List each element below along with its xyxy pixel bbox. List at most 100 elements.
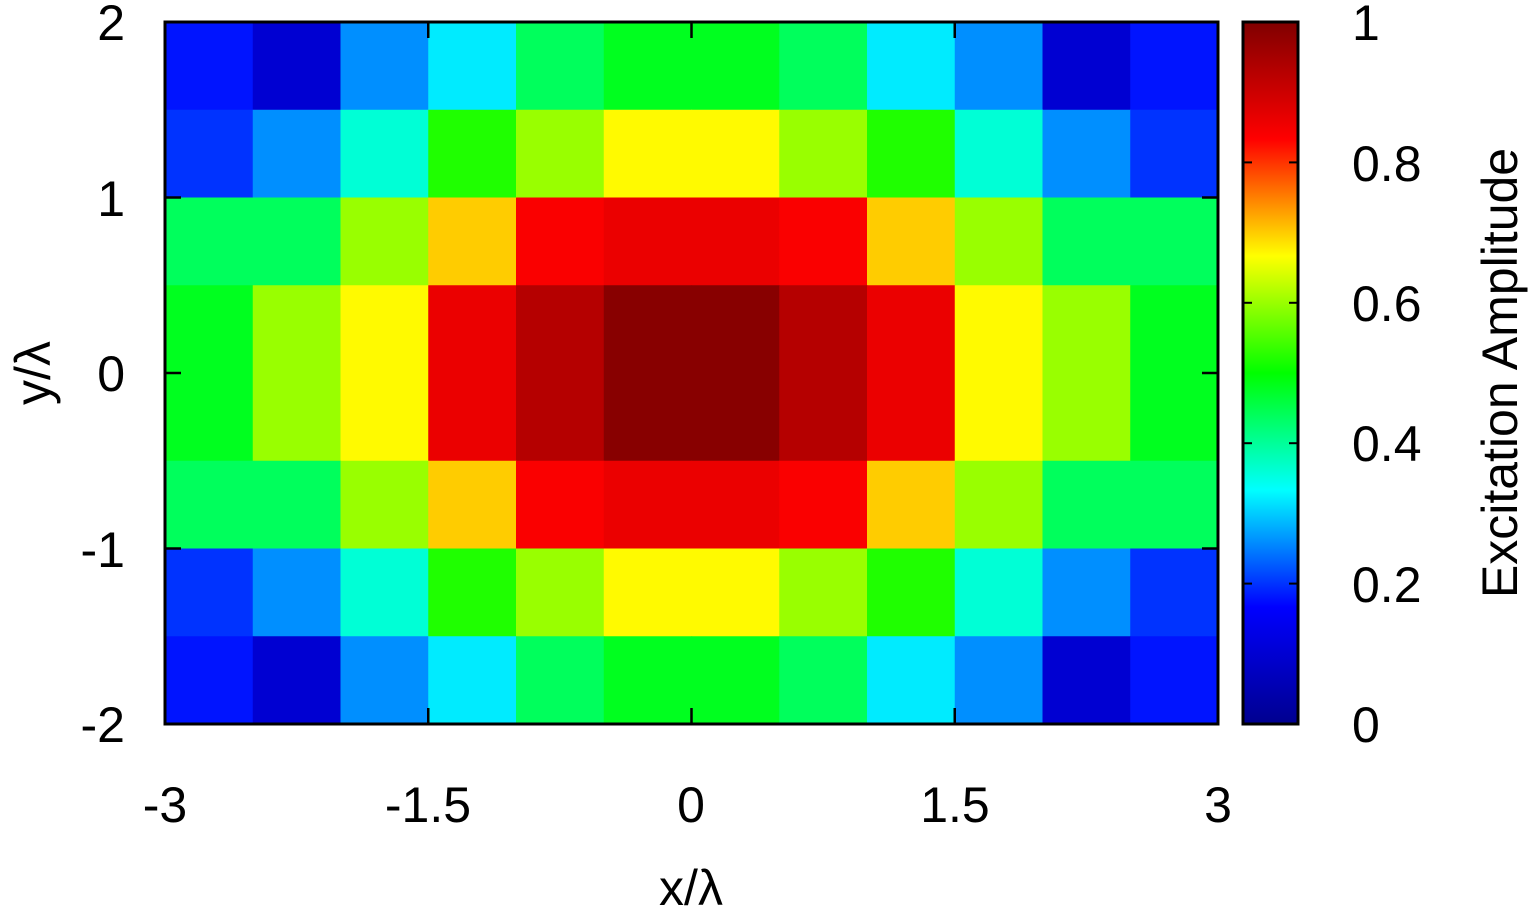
heatmap-cell bbox=[165, 373, 254, 462]
colorbar bbox=[1243, 22, 1298, 724]
y-tick-label: 0 bbox=[97, 346, 125, 402]
colorbar-tick-label: 0.2 bbox=[1352, 557, 1422, 613]
x-tick-label: 3 bbox=[1204, 777, 1232, 833]
x-axis-label: x/λ bbox=[659, 860, 723, 916]
heatmap-cell bbox=[1130, 109, 1219, 199]
heatmap-cell bbox=[954, 285, 1044, 374]
heatmap-cell bbox=[691, 22, 780, 111]
colorbar-tick-label: 1 bbox=[1352, 0, 1380, 51]
heatmap-cell bbox=[252, 197, 342, 286]
heatmap-cell bbox=[954, 373, 1044, 462]
heatmap-cell bbox=[165, 197, 254, 286]
colorbar-tick-labels: 1 0.8 0.6 0.4 0.2 0 bbox=[1352, 0, 1422, 753]
colorbar-label: Excitation Amplitude bbox=[1472, 148, 1528, 598]
heatmap-cell bbox=[165, 636, 254, 725]
heatmap-cell bbox=[516, 460, 605, 550]
heatmap-cell bbox=[1042, 197, 1131, 286]
heatmap-cell bbox=[603, 636, 693, 725]
heatmap-cell bbox=[428, 460, 517, 550]
y-tick-label: 2 bbox=[97, 0, 125, 51]
heatmap-cell bbox=[867, 636, 956, 725]
heatmap-cell bbox=[867, 285, 956, 374]
heatmap-cell bbox=[1042, 548, 1131, 637]
heatmap-cell bbox=[1130, 373, 1219, 462]
heatmap-cell bbox=[340, 197, 429, 286]
heatmap-cell bbox=[1130, 285, 1219, 374]
x-tick-label: -1.5 bbox=[385, 777, 471, 833]
plot-frame bbox=[163, 20, 1220, 726]
colorbar-frame bbox=[1241, 20, 1300, 726]
y-tick-label: -1 bbox=[81, 522, 125, 578]
heatmap-cell bbox=[603, 548, 693, 637]
heatmap-cell bbox=[779, 197, 868, 286]
heatmap-cell bbox=[252, 548, 342, 637]
heatmap-cell bbox=[779, 285, 868, 374]
heatmap-cell bbox=[428, 636, 517, 725]
heatmap-cell bbox=[867, 460, 956, 550]
heatmap-cell bbox=[603, 109, 693, 199]
heatmap-cell bbox=[1042, 285, 1131, 374]
heatmap-cell bbox=[779, 373, 868, 462]
heatmap-cell bbox=[516, 109, 605, 199]
heatmap-cell bbox=[779, 109, 868, 199]
y-axis-label: y/λ bbox=[5, 341, 61, 405]
heatmap-cell bbox=[691, 460, 780, 550]
heatmap-cell bbox=[1042, 109, 1131, 199]
heatmap-cell bbox=[691, 109, 780, 199]
y-tick-labels: 2 1 0 -1 -2 bbox=[81, 0, 125, 753]
heatmap-cell bbox=[165, 109, 254, 199]
heatmap-cell bbox=[252, 636, 342, 725]
heatmap-cell bbox=[165, 285, 254, 374]
heatmap-cell bbox=[340, 22, 429, 111]
heatmap-cell bbox=[165, 460, 254, 550]
heatmap-cell bbox=[252, 373, 342, 462]
heatmap-cell bbox=[954, 109, 1044, 199]
heatmap-cell bbox=[428, 548, 517, 637]
heatmap-cell bbox=[252, 22, 342, 111]
heatmap-cell bbox=[867, 373, 956, 462]
heatmap-cell bbox=[779, 548, 868, 637]
heatmap-cell bbox=[1042, 460, 1131, 550]
heatmap-cell bbox=[516, 22, 605, 111]
colorbar-tick-label: 0.4 bbox=[1352, 416, 1422, 472]
heatmap-cell bbox=[252, 285, 342, 374]
x-tick-label: -3 bbox=[143, 777, 187, 833]
heatmap-cell bbox=[340, 373, 429, 462]
heatmap-cell bbox=[603, 373, 693, 462]
heatmap-cell bbox=[867, 22, 956, 111]
heatmap-cell bbox=[867, 548, 956, 637]
heatmap-cell bbox=[516, 197, 605, 286]
heatmap-cell bbox=[516, 548, 605, 637]
heatmap-cell bbox=[428, 109, 517, 199]
heatmap-cell bbox=[428, 373, 517, 462]
x-tick-labels: -3 -1.5 0 1.5 3 bbox=[143, 777, 1232, 833]
heatmap-cells bbox=[165, 22, 1219, 725]
y-tick-label: -2 bbox=[81, 697, 125, 753]
heatmap-cell bbox=[428, 285, 517, 374]
heatmap-cell bbox=[340, 548, 429, 637]
heatmap-cell bbox=[691, 285, 780, 374]
heatmap-cell bbox=[603, 197, 693, 286]
heatmap-cell bbox=[340, 460, 429, 550]
heatmap-cell bbox=[691, 548, 780, 637]
y-tick-label: 1 bbox=[97, 171, 125, 227]
heatmap-cell bbox=[954, 636, 1044, 725]
colorbar-tick-label: 0.8 bbox=[1352, 136, 1422, 192]
heatmap-cell bbox=[954, 22, 1044, 111]
heatmap-cell bbox=[603, 460, 693, 550]
heatmap-cell bbox=[252, 460, 342, 550]
x-tick-label: 0 bbox=[677, 777, 705, 833]
heatmap-cell bbox=[779, 22, 868, 111]
heatmap-cell bbox=[691, 197, 780, 286]
heatmap-cell bbox=[691, 373, 780, 462]
heatmap-cell bbox=[954, 197, 1044, 286]
heatmap-cell bbox=[340, 109, 429, 199]
heatmap-cell bbox=[1130, 460, 1219, 550]
heatmap-cell bbox=[1130, 548, 1219, 637]
heatmap-cell bbox=[867, 197, 956, 286]
heatmap-cell bbox=[779, 460, 868, 550]
heatmap-cell bbox=[1042, 373, 1131, 462]
heatmap-cell bbox=[516, 373, 605, 462]
heatmap-cell bbox=[954, 548, 1044, 637]
